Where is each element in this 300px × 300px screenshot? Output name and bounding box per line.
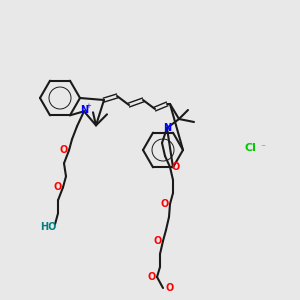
Text: N: N	[163, 123, 171, 133]
Text: HO: HO	[40, 222, 56, 232]
Text: O: O	[161, 199, 169, 209]
Text: +: +	[85, 103, 91, 109]
Text: O: O	[172, 162, 180, 172]
Text: O: O	[54, 182, 62, 192]
Text: O: O	[166, 283, 174, 293]
Text: O: O	[154, 236, 162, 246]
Text: Cl: Cl	[244, 143, 256, 153]
Text: N: N	[80, 105, 88, 115]
Text: O: O	[148, 272, 156, 282]
Text: ⁻: ⁻	[260, 143, 266, 153]
Text: O: O	[60, 145, 68, 155]
